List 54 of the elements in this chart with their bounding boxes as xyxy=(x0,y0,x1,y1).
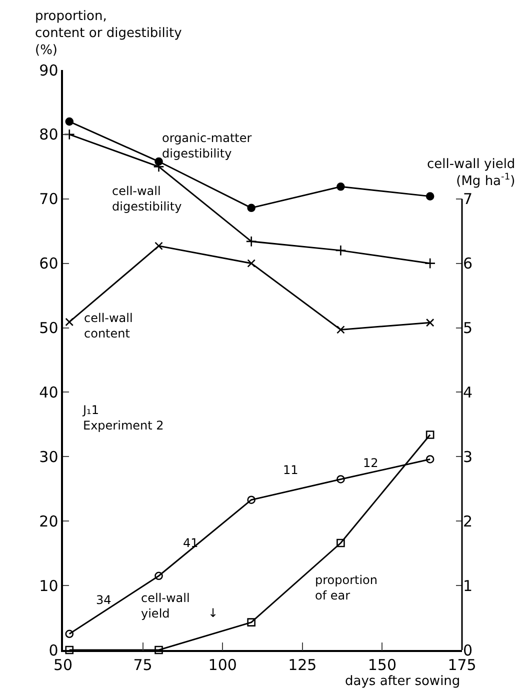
y2-tick-label: 2 xyxy=(463,512,473,530)
y-tick-label: 40 xyxy=(39,383,58,402)
point xyxy=(65,630,74,638)
y2-axis-title: cell-wall yield (Mg ha$^{-1}$) xyxy=(427,157,516,189)
y-axis-title: proportion, content or digestibility (%) xyxy=(35,9,182,58)
point xyxy=(247,259,256,268)
point xyxy=(336,538,345,548)
annotation: 11 xyxy=(283,463,298,477)
point xyxy=(426,430,434,439)
point xyxy=(336,326,345,334)
y-tick-label: 50 xyxy=(39,319,58,338)
point xyxy=(247,204,256,212)
y-tick-label: 70 xyxy=(39,190,58,208)
y2-tick-label: 3 xyxy=(463,448,473,466)
point xyxy=(426,455,434,464)
annotation: cell-wall content xyxy=(84,311,133,341)
x-tick-label: 75 xyxy=(133,656,152,674)
point xyxy=(426,192,434,200)
point xyxy=(154,572,163,580)
point xyxy=(424,258,436,269)
x-axis-title: days after sowing xyxy=(345,674,460,689)
annotation: ↓ xyxy=(208,606,218,620)
annotation: proportion of ear xyxy=(315,573,378,603)
point xyxy=(336,182,345,191)
point xyxy=(335,244,346,256)
point xyxy=(426,318,434,327)
y-tick-label: 10 xyxy=(39,576,58,595)
annotation: 12 xyxy=(363,456,378,470)
y2-tick-label: 7 xyxy=(463,190,473,208)
y2-tick-label: 4 xyxy=(463,383,473,402)
point xyxy=(246,236,257,247)
annotation: cell-wall digestibility xyxy=(112,184,182,214)
point xyxy=(65,117,74,126)
point xyxy=(247,496,256,504)
annotation: cell-wall yield xyxy=(141,591,190,621)
y-tick-label: 80 xyxy=(39,126,58,144)
annotation: 34 xyxy=(96,593,112,607)
y-tick-label: 20 xyxy=(39,512,58,530)
point xyxy=(336,475,345,484)
annotation: J₁1 Experiment 2 xyxy=(82,403,164,433)
point xyxy=(247,618,256,626)
point xyxy=(65,646,74,654)
y2-tick-label: 6 xyxy=(463,254,473,273)
x-tick-label: 150 xyxy=(368,656,397,674)
point xyxy=(65,318,74,326)
y-tick-label: 90 xyxy=(39,61,58,80)
x-tick-label: 125 xyxy=(288,656,317,674)
y2-tick-label: 1 xyxy=(463,576,473,595)
point xyxy=(154,646,163,654)
annotation: organic-matter digestibility xyxy=(162,131,252,161)
y-tick-label: 60 xyxy=(39,254,58,273)
y-tick-label: 30 xyxy=(39,448,58,466)
y2-tick-label: 5 xyxy=(463,319,473,338)
x-tick-label: 100 xyxy=(208,656,237,674)
